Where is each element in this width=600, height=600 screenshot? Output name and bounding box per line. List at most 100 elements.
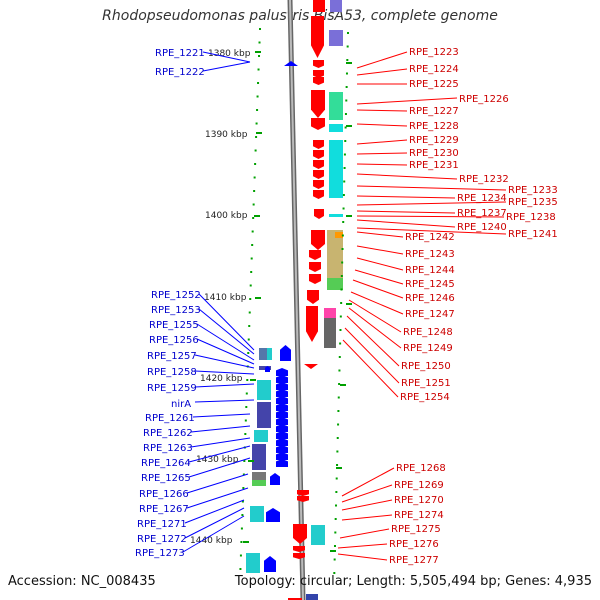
forward-gene-arrow: [311, 118, 325, 130]
gene-label[interactable]: RPE_1258: [147, 367, 197, 378]
tick-dot: [248, 325, 251, 327]
tick-dot: [342, 221, 345, 223]
tick-dot: [245, 406, 248, 408]
tick-dot: [338, 356, 341, 358]
gene-label[interactable]: RPE_1272: [137, 534, 187, 545]
scale-label-1430: 1430 kbp: [196, 455, 239, 465]
gene-label[interactable]: RPE_1247: [405, 309, 455, 320]
gene-label[interactable]: RPE_1243: [405, 249, 455, 260]
tick-dot: [335, 477, 338, 480]
gene-label[interactable]: RPE_1271: [137, 519, 187, 530]
gene-label[interactable]: RPE_1242: [405, 232, 455, 243]
forward-gene-arrow: [293, 524, 307, 544]
reverse-gene-arrow: [270, 473, 280, 485]
forward-gene-arrow: [304, 364, 318, 369]
gene-label[interactable]: RPE_1249: [403, 343, 453, 354]
gene-label[interactable]: RPE_1234: [457, 193, 507, 204]
gene-label[interactable]: RPE_1263: [143, 443, 193, 454]
gene-label[interactable]: RPE_1251: [401, 378, 451, 389]
gene-label[interactable]: RPE_1223: [409, 47, 459, 58]
gene-label[interactable]: RPE_1259: [147, 383, 197, 394]
gene-label[interactable]: RPE_1245: [405, 279, 455, 290]
tick-dot: [337, 423, 340, 426]
leader-line: [341, 514, 393, 521]
gene-label[interactable]: RPE_1246: [405, 293, 455, 304]
leader-line: [341, 467, 395, 497]
gene-label[interactable]: RPE_1250: [401, 361, 451, 372]
gene-label[interactable]: RPE_1230: [409, 148, 459, 159]
tick-dot: [256, 109, 259, 111]
gene-label[interactable]: RPE_1261: [145, 413, 195, 424]
reverse-gene-arrow: [276, 389, 288, 397]
gene-label[interactable]: RPE_1253: [151, 305, 201, 316]
gene-label[interactable]: RPE_1225: [409, 79, 459, 90]
gene-label[interactable]: RPE_1266: [139, 489, 189, 500]
tick-dot: [342, 207, 345, 210]
leader-line: [356, 152, 408, 155]
leader-line: [184, 499, 245, 524]
leader-line: [356, 215, 505, 218]
leader-line: [196, 323, 255, 361]
gene-label[interactable]: RPE_1267: [139, 504, 189, 515]
gene-label[interactable]: RPE_1222: [155, 67, 205, 78]
tick-dot: [248, 311, 251, 314]
tick-dot: [333, 545, 336, 547]
gene-label[interactable]: RPE_1232: [459, 174, 509, 185]
gene-label[interactable]: RPE_1231: [409, 160, 459, 171]
leader-line: [346, 315, 400, 367]
scale-labels: 1380 kbp 1390 kbp 1400 kbp 1410 kbp 1420…: [190, 49, 251, 546]
gene-label[interactable]: RPE_1227: [409, 106, 459, 117]
gene-label[interactable]: RPE_1228: [409, 121, 459, 132]
gene-label[interactable]: RPE_1241: [508, 229, 558, 240]
gene-label[interactable]: RPE_1270: [394, 495, 444, 506]
leader-line: [348, 307, 402, 349]
gene-label[interactable]: RPE_1254: [400, 392, 450, 403]
leader-line: [356, 257, 404, 271]
gene-label[interactable]: RPE_1275: [391, 524, 441, 535]
gene-label[interactable]: RPE_1224: [409, 64, 459, 75]
gene-label[interactable]: RPE_1229: [409, 135, 459, 146]
gene-label[interactable]: RPE_1238: [506, 212, 556, 223]
leader-line: [194, 399, 255, 403]
leader-line: [356, 231, 404, 238]
gene-label[interactable]: RPE_1257: [147, 351, 197, 362]
gene-label[interactable]: RPE_1264: [141, 458, 191, 469]
leader-line: [356, 227, 507, 235]
tick-dot: [239, 568, 242, 570]
gene-label[interactable]: RPE_1237: [457, 208, 507, 219]
gene-label[interactable]: RPE_1233: [508, 185, 558, 196]
gene-label[interactable]: RPE_1252: [151, 290, 201, 301]
reverse-gene-labels: RPE_1221 RPE_1222 RPE_1252 RPE_1253 RPE_…: [135, 48, 205, 559]
leader-line: [352, 279, 404, 299]
gene-label[interactable]: RPE_1248: [403, 327, 453, 338]
gene-label[interactable]: RPE_1268: [396, 463, 446, 474]
gene-label[interactable]: RPE_1226: [459, 94, 509, 105]
tick-dot: [336, 437, 339, 439]
tick-dot: [339, 315, 342, 318]
gene-label[interactable]: RPE_1221: [155, 48, 205, 59]
leader-line: [354, 269, 404, 285]
gene-label[interactable]: RPE_1269: [394, 480, 444, 491]
reverse-gene-arrow: [276, 396, 288, 404]
gene-label[interactable]: RPE_1274: [394, 510, 444, 521]
gene-label[interactable]: nirA: [171, 399, 191, 410]
tick-dot: [345, 99, 348, 102]
leader-line: [356, 210, 456, 214]
gene-label[interactable]: RPE_1262: [143, 428, 193, 439]
gene-label[interactable]: RPE_1273: [135, 548, 185, 559]
gene-label[interactable]: RPE_1235: [508, 197, 558, 208]
gene-label[interactable]: RPE_1276: [389, 539, 439, 550]
gene-label[interactable]: RPE_1256: [149, 335, 199, 346]
forward-gene-arrow: [313, 170, 324, 179]
scale-label-1400: 1400 kbp: [205, 211, 248, 221]
major-tick: [243, 541, 249, 543]
leader-line: [194, 354, 255, 369]
gene-label[interactable]: RPE_1244: [405, 265, 455, 276]
gene-label[interactable]: RPE_1277: [389, 555, 439, 566]
gene-label[interactable]: RPE_1255: [149, 320, 199, 331]
reverse-gene-arrow: [276, 368, 288, 376]
forward-gene-arrow: [313, 77, 324, 85]
gene-label[interactable]: RPE_1240: [457, 222, 507, 233]
gene-label[interactable]: RPE_1265: [141, 473, 191, 484]
tick-dot: [339, 342, 342, 345]
